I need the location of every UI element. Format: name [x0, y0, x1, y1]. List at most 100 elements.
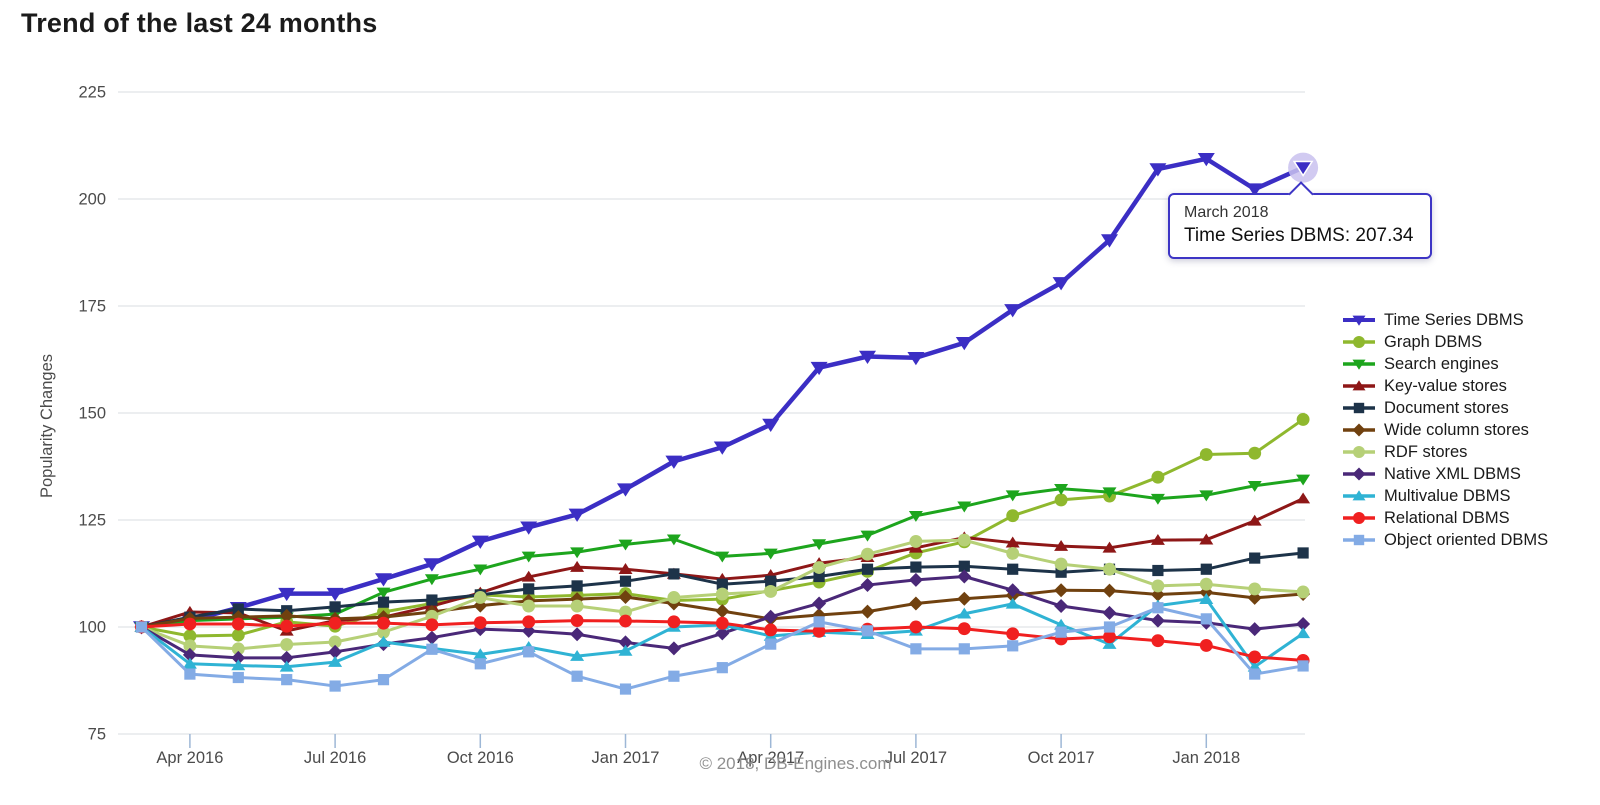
data-point[interactable]	[1054, 493, 1068, 507]
data-point[interactable]	[810, 361, 828, 376]
data-point[interactable]	[957, 533, 971, 547]
data-point[interactable]	[812, 624, 826, 638]
data-point[interactable]	[619, 605, 632, 619]
data-point[interactable]	[231, 628, 245, 642]
data-point[interactable]	[571, 580, 583, 592]
data-point[interactable]	[328, 655, 343, 667]
data-point[interactable]	[1054, 539, 1069, 551]
data-point[interactable]	[232, 603, 244, 615]
data-point[interactable]	[1101, 234, 1118, 248]
data-point[interactable]	[377, 625, 390, 639]
data-point[interactable]	[279, 608, 294, 623]
data-point[interactable]	[715, 616, 729, 630]
data-point[interactable]	[617, 483, 634, 497]
data-point[interactable]	[329, 680, 341, 692]
data-point[interactable]	[1199, 533, 1214, 545]
data-point[interactable]	[1249, 552, 1261, 564]
data-point[interactable]	[473, 564, 488, 576]
data-point[interactable]	[861, 547, 874, 561]
data-point[interactable]	[521, 551, 536, 563]
data-point[interactable]	[765, 575, 777, 587]
legend-item-multivalue-dbms[interactable]: Multivalue DBMS	[1342, 485, 1548, 507]
data-point[interactable]	[762, 418, 780, 433]
data-point[interactable]	[523, 646, 535, 658]
data-point[interactable]	[183, 639, 197, 653]
data-point[interactable]	[1247, 514, 1262, 526]
data-point[interactable]	[958, 560, 970, 572]
data-point[interactable]	[716, 662, 728, 674]
data-point[interactable]	[1102, 541, 1117, 553]
data-point[interactable]	[471, 535, 489, 549]
data-point[interactable]	[910, 561, 922, 573]
data-point[interactable]	[1102, 487, 1117, 499]
data-point[interactable]	[764, 623, 778, 637]
data-point[interactable]	[618, 590, 633, 605]
data-point[interactable]	[570, 614, 584, 628]
data-point[interactable]	[278, 587, 296, 602]
data-point[interactable]	[231, 642, 245, 656]
data-point[interactable]	[1102, 583, 1117, 598]
data-point[interactable]	[1007, 563, 1019, 575]
data-point[interactable]	[570, 599, 584, 613]
data-point[interactable]	[1247, 622, 1262, 637]
data-point[interactable]	[1102, 605, 1117, 620]
data-point[interactable]	[135, 621, 148, 633]
data-point[interactable]	[618, 635, 633, 650]
data-point[interactable]	[957, 591, 972, 606]
data-point[interactable]	[618, 539, 633, 551]
data-point[interactable]	[813, 616, 825, 628]
data-point[interactable]	[1150, 533, 1165, 545]
data-point[interactable]	[1151, 470, 1165, 484]
data-point[interactable]	[571, 670, 583, 682]
data-point[interactable]	[908, 510, 923, 522]
data-point[interactable]	[1246, 183, 1264, 197]
data-point[interactable]	[716, 578, 728, 590]
data-point[interactable]	[376, 587, 391, 599]
data-point[interactable]	[957, 569, 972, 584]
data-point[interactable]	[520, 521, 538, 535]
data-point[interactable]	[281, 674, 293, 686]
data-point[interactable]	[1005, 490, 1020, 502]
data-point[interactable]	[377, 674, 390, 686]
data-point[interactable]	[232, 671, 244, 684]
data-point[interactable]	[859, 350, 876, 364]
data-point[interactable]	[377, 596, 390, 608]
data-point[interactable]	[764, 585, 778, 598]
data-point[interactable]	[1200, 563, 1212, 575]
data-point[interactable]	[1054, 599, 1069, 614]
data-point[interactable]	[1151, 579, 1165, 593]
data-point[interactable]	[1296, 412, 1310, 426]
data-point[interactable]	[812, 596, 827, 611]
data-point[interactable]	[1199, 448, 1213, 461]
data-point[interactable]	[326, 587, 344, 602]
data-point[interactable]	[1296, 585, 1310, 599]
data-point[interactable]	[908, 596, 923, 611]
data-point[interactable]	[328, 616, 342, 630]
data-point[interactable]	[1248, 582, 1262, 596]
data-point[interactable]	[619, 683, 632, 695]
data-point[interactable]	[1200, 613, 1212, 625]
data-point[interactable]	[1199, 593, 1214, 604]
data-point[interactable]	[715, 604, 730, 619]
data-point[interactable]	[666, 641, 681, 656]
data-point[interactable]	[1150, 613, 1165, 628]
data-point[interactable]	[1199, 638, 1213, 652]
data-point[interactable]	[1052, 277, 1070, 291]
highlighted-point[interactable]	[1292, 160, 1314, 177]
data-point[interactable]	[1054, 483, 1069, 495]
data-point[interactable]	[909, 534, 923, 548]
data-point[interactable]	[570, 627, 585, 642]
data-point[interactable]	[1006, 546, 1020, 560]
data-point[interactable]	[1005, 536, 1020, 548]
data-point[interactable]	[910, 643, 922, 655]
data-point[interactable]	[763, 548, 778, 560]
data-point[interactable]	[183, 617, 197, 631]
data-point[interactable]	[1248, 650, 1262, 664]
legend-item-rdf-stores[interactable]: RDF stores	[1342, 441, 1548, 463]
data-point[interactable]	[713, 441, 731, 455]
data-point[interactable]	[473, 591, 487, 604]
data-point[interactable]	[1005, 597, 1020, 609]
data-point[interactable]	[668, 670, 680, 682]
data-point[interactable]	[955, 337, 973, 351]
data-point[interactable]	[522, 615, 536, 629]
